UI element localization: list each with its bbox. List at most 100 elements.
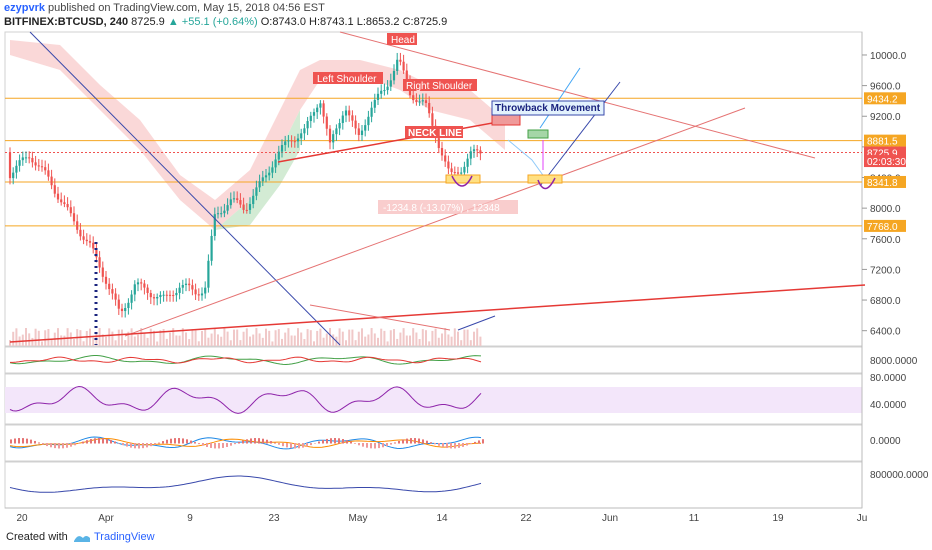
candles-group (8, 52, 482, 346)
cup-curve-left[interactable] (451, 175, 473, 187)
macd-histogram-bar (350, 441, 352, 444)
volume-bar (57, 328, 59, 346)
cup-curve-right[interactable] (537, 177, 556, 190)
candle-body (322, 103, 325, 117)
candle-body (12, 172, 15, 179)
measure-box (378, 200, 518, 214)
candle-body (200, 293, 204, 296)
candle-body (146, 287, 149, 293)
candle-body (72, 213, 76, 222)
green-zone-box[interactable] (527, 129, 549, 139)
candle-body (239, 200, 242, 205)
volume-bar (233, 329, 235, 346)
blue-trendline[interactable] (29, 31, 341, 346)
candle-body (354, 120, 357, 129)
macd-histogram-bar (462, 443, 464, 447)
candle-body (40, 166, 44, 168)
candle-body (383, 90, 386, 92)
macd-histogram-bar (162, 441, 164, 444)
candle-body (376, 93, 380, 100)
volume-bar (111, 331, 114, 346)
projection-arrow-1[interactable] (539, 81, 621, 187)
volume-bar (418, 338, 421, 346)
volume-bar (207, 337, 210, 346)
candle-body (165, 294, 168, 296)
volume-bar (460, 340, 463, 346)
volume-bar (156, 341, 159, 346)
volume-arrow[interactable] (457, 315, 496, 331)
neckline[interactable] (277, 117, 521, 163)
candle-body (248, 204, 252, 210)
macd-histogram-bar (446, 443, 448, 449)
indicator-tick-label: 40.0000 (870, 400, 907, 411)
volume-bar (297, 328, 299, 346)
candle-body (220, 213, 223, 215)
macd-histogram-bar (386, 443, 388, 447)
candle-body (440, 148, 444, 156)
time-axis[interactable]: 20 Apr 9 23 May 14 22 Jun 11 19 Ju (16, 513, 867, 524)
measure-label: -1234.8 (-13.07%) , 12348 (383, 203, 500, 214)
volume-bar (396, 338, 399, 346)
volume-bar (316, 330, 319, 346)
volume-bar (21, 334, 24, 346)
ascending-support-line[interactable] (124, 107, 746, 337)
candle-body (469, 151, 472, 159)
candle-body (252, 195, 255, 205)
volume-bar (85, 330, 88, 346)
candle-body (277, 151, 280, 160)
candle-body (184, 283, 188, 285)
volume-bar (69, 332, 72, 346)
volume-bar (117, 329, 120, 346)
yellow-zone-box-right[interactable] (527, 174, 563, 184)
price-label-tag (864, 175, 906, 188)
volume-bar (457, 331, 459, 346)
volume-bar (181, 328, 184, 346)
projection-arrow-2[interactable] (539, 67, 581, 129)
descending-resistance-line[interactable] (339, 31, 816, 159)
macd-histogram-bar (74, 443, 76, 446)
macd-histogram-bar (406, 438, 408, 444)
x-tick-label: 22 (520, 513, 532, 524)
obv-pane[interactable] (4, 461, 863, 509)
candle-body (216, 213, 220, 215)
macd-histogram-bar (114, 441, 116, 444)
candle-body (348, 110, 351, 116)
candle-body (34, 162, 37, 166)
candle-body (178, 287, 181, 293)
macd-histogram-bar (22, 438, 24, 444)
volume-bar (367, 334, 370, 346)
long-support-line[interactable] (9, 284, 866, 343)
x-tick-label: Ju (857, 513, 868, 524)
volume-bar (242, 331, 245, 346)
candle-body (290, 140, 293, 142)
macd-histogram-bar (450, 443, 452, 449)
macd-histogram-bar (14, 438, 16, 444)
candle-body (50, 176, 53, 186)
macd-histogram-bar (110, 440, 112, 444)
candle-body (197, 294, 200, 296)
y-tick-label: 7200.0 (870, 265, 901, 276)
yellow-zone-box-left[interactable] (445, 174, 481, 184)
volume-ma-line-2 (10, 356, 482, 364)
volume-bar (191, 329, 194, 346)
macd-histogram-bar (274, 442, 276, 444)
red-zone-box[interactable] (491, 114, 521, 126)
price-axis[interactable]: 6400.06800.07200.07600.08000.08400.08800… (862, 51, 907, 338)
candle-body (204, 287, 207, 294)
macd-histogram-bar (158, 442, 160, 444)
volume-trendline[interactable] (309, 304, 451, 331)
candle-body (300, 133, 303, 139)
candle-body (98, 257, 101, 268)
volume-bar (325, 333, 328, 346)
candle-body (242, 204, 245, 210)
volume-bar (124, 340, 127, 346)
macd-histogram-bar (90, 439, 92, 444)
macd-histogram-bar (234, 443, 236, 445)
macd-histogram-bar (278, 443, 280, 445)
tradingview-brand-link[interactable]: TradingView (94, 531, 155, 543)
author-link[interactable]: ezypvrk (4, 2, 45, 14)
candle-body (405, 70, 408, 83)
macd-histogram-bar (398, 440, 400, 444)
volume-bar (172, 328, 175, 346)
